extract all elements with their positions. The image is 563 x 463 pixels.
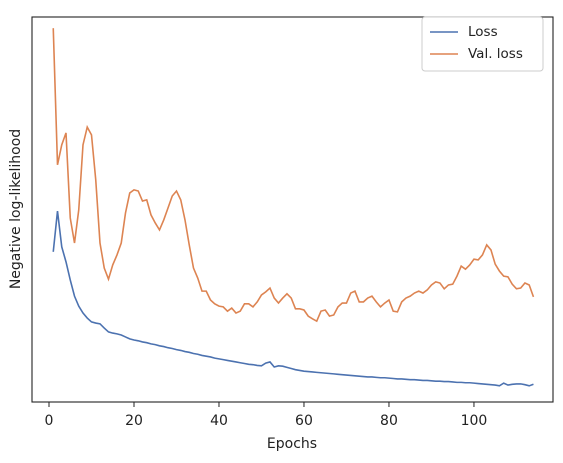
x-tick-label: 80	[380, 413, 398, 429]
x-axis-label: Epochs	[267, 436, 317, 452]
line-series	[52, 28, 535, 323]
legend-box	[421, 16, 544, 72]
legend: Loss Val. loss	[421, 16, 544, 72]
x-tick-label: 40	[210, 413, 228, 429]
y-axis-label: Negative log-likelihood	[8, 129, 24, 289]
x-tick-label: 100	[461, 413, 488, 429]
x-tick-label: 0	[45, 413, 54, 429]
x-tick-label: 20	[125, 413, 143, 429]
plot-frame	[31, 16, 554, 403]
line-series	[52, 210, 534, 387]
x-tick-label: 60	[295, 413, 313, 429]
legend-label: Loss	[468, 24, 498, 40]
legend-label: Val. loss	[468, 46, 523, 62]
